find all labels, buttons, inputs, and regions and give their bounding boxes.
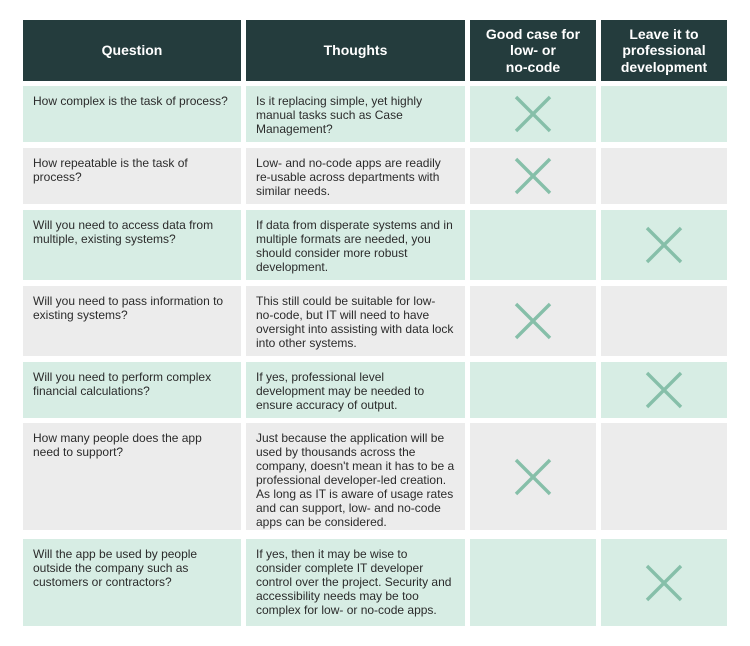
question-cell: Will you need to perform complex financi… <box>23 362 241 418</box>
question-cell: How many people does the app need to sup… <box>23 423 241 530</box>
header-thoughts: Thoughts <box>246 20 465 81</box>
x-mark-icon <box>514 458 552 495</box>
thoughts-cell: If yes, professional level development m… <box>246 362 465 418</box>
good-case-cell <box>470 86 596 142</box>
thoughts-cell: Low- and no-code apps are readily re-usa… <box>246 148 465 204</box>
thoughts-cell: Just because the application will be use… <box>246 423 465 530</box>
header-good-case: Good case for low- or no-code <box>470 20 596 81</box>
question-cell: Will the app be used by people outside t… <box>23 539 241 626</box>
header-professional-label: Leave it to professional development <box>620 25 708 75</box>
question-cell: How complex is the task of process? <box>23 86 241 142</box>
question-cell: Will you need to access data from multip… <box>23 210 241 280</box>
thoughts-cell: If data from disperate systems and in mu… <box>246 210 465 280</box>
thoughts-cell: Is it replacing simple, yet highly manua… <box>246 86 465 142</box>
professional-cell <box>601 148 727 204</box>
question-cell: How repeatable is the task of process? <box>23 148 241 204</box>
good-case-cell <box>470 539 596 626</box>
header-good-case-label: Good case for low- or no-code <box>485 25 581 75</box>
x-mark-icon <box>514 157 552 195</box>
header-thoughts-label: Thoughts <box>323 42 388 59</box>
professional-cell <box>601 86 727 142</box>
professional-cell <box>601 286 727 356</box>
thoughts-cell: This still could be suitable for low- no… <box>246 286 465 356</box>
x-mark-icon <box>514 302 552 340</box>
good-case-cell <box>470 423 596 530</box>
header-question: Question <box>23 20 241 81</box>
thoughts-cell: If yes, then it may be wise to consider … <box>246 539 465 626</box>
good-case-cell <box>470 148 596 204</box>
professional-cell <box>601 362 727 418</box>
good-case-cell <box>470 210 596 280</box>
professional-cell <box>601 539 727 626</box>
x-mark-icon <box>514 95 552 133</box>
header-question-label: Question <box>101 42 163 59</box>
good-case-cell <box>470 362 596 418</box>
professional-cell <box>601 423 727 530</box>
professional-cell <box>601 210 727 280</box>
x-mark-icon <box>645 564 683 601</box>
header-professional: Leave it to professional development <box>601 20 727 81</box>
x-mark-icon <box>645 226 683 264</box>
good-case-cell <box>470 286 596 356</box>
x-mark-icon <box>645 371 683 409</box>
question-cell: Will you need to pass information to exi… <box>23 286 241 356</box>
